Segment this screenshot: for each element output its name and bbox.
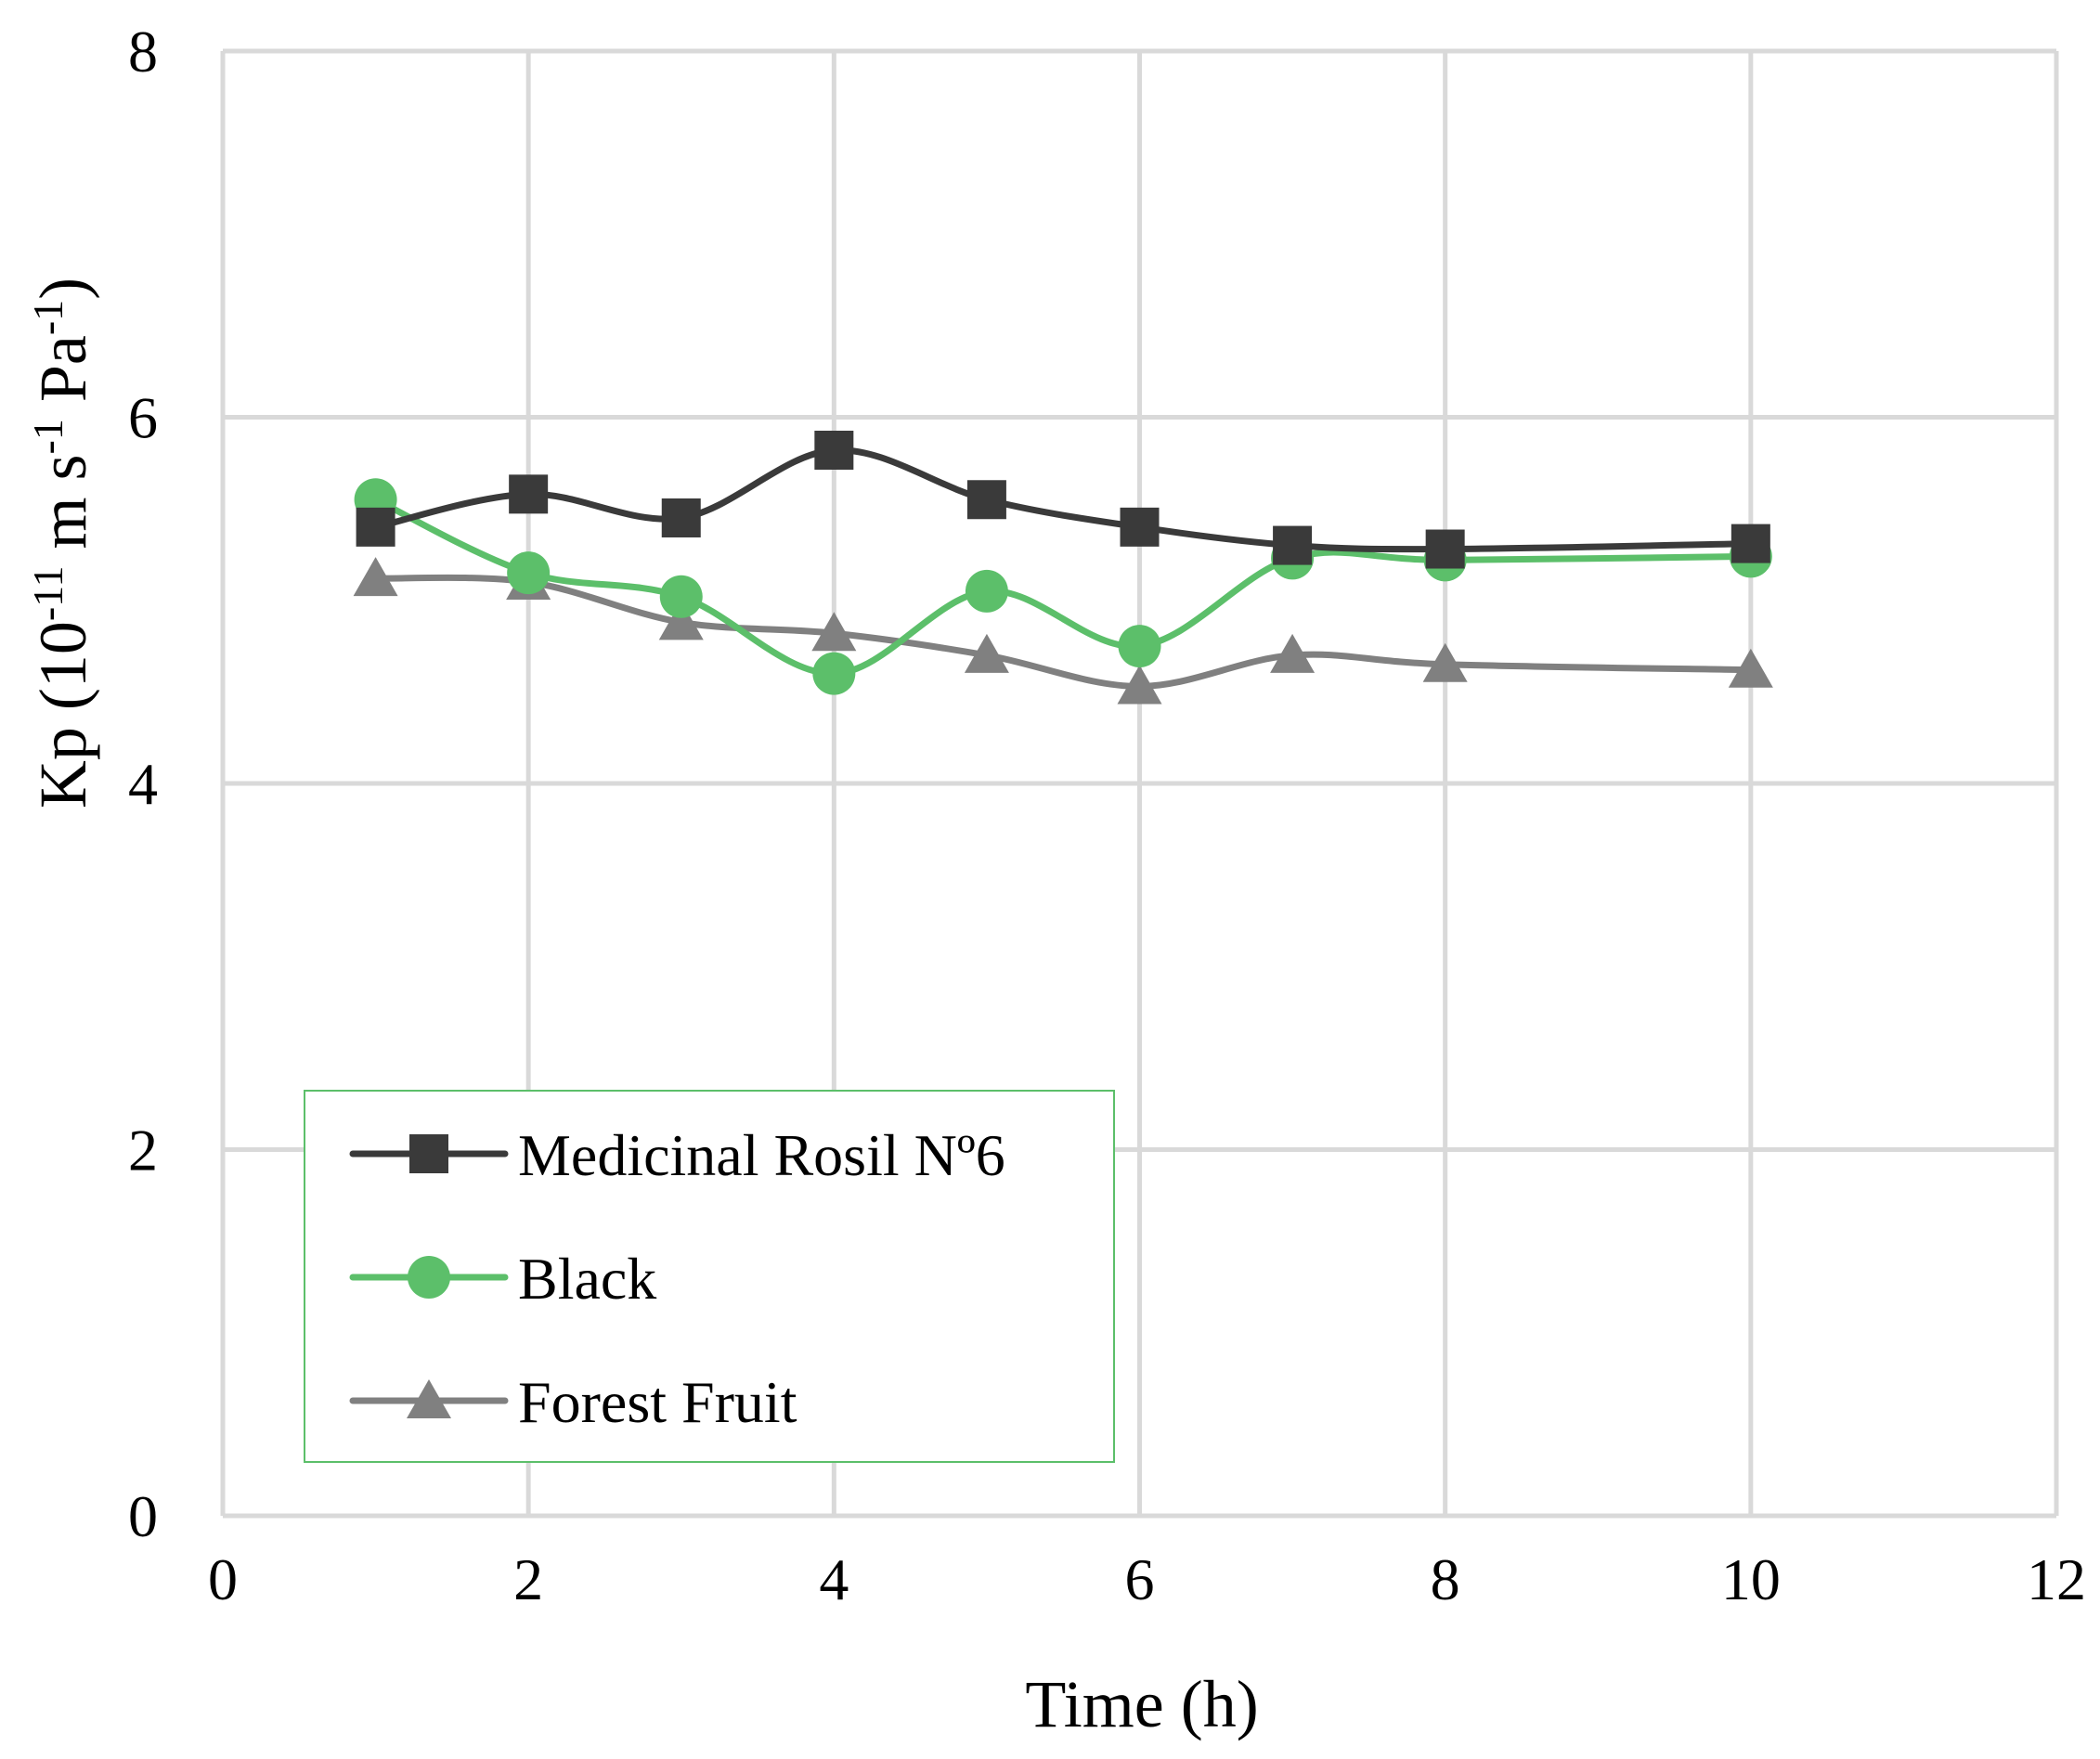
data-point bbox=[353, 557, 398, 597]
series-1 bbox=[356, 431, 1770, 569]
series-line bbox=[372, 446, 1755, 553]
x-tick-label: 10 bbox=[1721, 1546, 1781, 1612]
y-tick-label: 4 bbox=[128, 751, 158, 817]
y-axis-label-mid1: m s bbox=[26, 455, 100, 566]
data-point bbox=[507, 551, 551, 595]
y-tick-label: 2 bbox=[128, 1118, 158, 1183]
y-axis-label-exp1: -11 bbox=[24, 566, 71, 622]
axes: 0 2 4 6 8 10 12 0 2 4 6 8 bbox=[128, 19, 2086, 1612]
x-tick-label: 2 bbox=[513, 1546, 543, 1612]
x-tick-label: 0 bbox=[208, 1546, 238, 1612]
series bbox=[353, 431, 1773, 705]
data-point bbox=[966, 480, 1006, 520]
data-point bbox=[661, 498, 701, 537]
legend-item: Medicinal Rosil Nº6 bbox=[349, 1122, 1005, 1188]
data-point bbox=[509, 474, 549, 514]
data-point bbox=[356, 507, 395, 547]
legend-label: Black bbox=[518, 1246, 656, 1312]
data-point bbox=[1422, 642, 1468, 682]
y-axis-label-mid2: Pa bbox=[26, 335, 100, 419]
data-point bbox=[814, 431, 854, 471]
y-tick-label: 6 bbox=[128, 385, 158, 451]
y-axis-label-exp2: -1 bbox=[24, 419, 71, 454]
x-tick-label: 6 bbox=[1125, 1546, 1155, 1612]
y-axis-label-suffix: ) bbox=[26, 278, 100, 300]
legend-label: Forest Fruit bbox=[518, 1369, 797, 1435]
y-axis-label-prefix: Kp (10 bbox=[26, 621, 100, 808]
x-tick-label: 12 bbox=[2027, 1546, 2086, 1612]
y-tick-label: 8 bbox=[128, 19, 158, 84]
data-point bbox=[1731, 524, 1770, 563]
legend-item: Forest Fruit bbox=[349, 1369, 797, 1435]
data-point bbox=[965, 569, 1008, 613]
y-tick-label: 0 bbox=[128, 1483, 158, 1549]
x-tick-label: 8 bbox=[1431, 1546, 1460, 1612]
data-point bbox=[659, 575, 703, 618]
x-tick-label: 4 bbox=[819, 1546, 849, 1612]
data-point bbox=[811, 612, 857, 652]
legend-marker bbox=[408, 1256, 450, 1299]
y-axis-label: Kp (10-11 m s-1 Pa-1) bbox=[24, 278, 101, 808]
series-2 bbox=[354, 478, 1772, 695]
data-point bbox=[1118, 625, 1161, 668]
series-line bbox=[372, 574, 1755, 690]
data-point bbox=[658, 601, 704, 640]
grid bbox=[220, 48, 2059, 1519]
series-line bbox=[372, 496, 1755, 678]
legend-label: Medicinal Rosil Nº6 bbox=[518, 1122, 1005, 1188]
data-point bbox=[1425, 529, 1465, 569]
data-point bbox=[1273, 525, 1313, 565]
legend: Medicinal Rosil Nº6 Black Forest Fruit bbox=[304, 1090, 1115, 1463]
data-point bbox=[964, 633, 1009, 673]
legend-marker bbox=[409, 1134, 448, 1173]
data-point bbox=[1270, 633, 1316, 673]
y-axis-label-exp3: -1 bbox=[24, 300, 71, 335]
x-axis-label: Time (h) bbox=[1025, 1667, 1258, 1741]
data-point bbox=[1120, 507, 1160, 547]
legend-marker bbox=[407, 1379, 451, 1418]
legend-item: Black bbox=[349, 1246, 656, 1312]
data-point bbox=[1117, 665, 1162, 705]
data-point bbox=[812, 652, 856, 695]
data-point bbox=[1728, 648, 1773, 688]
